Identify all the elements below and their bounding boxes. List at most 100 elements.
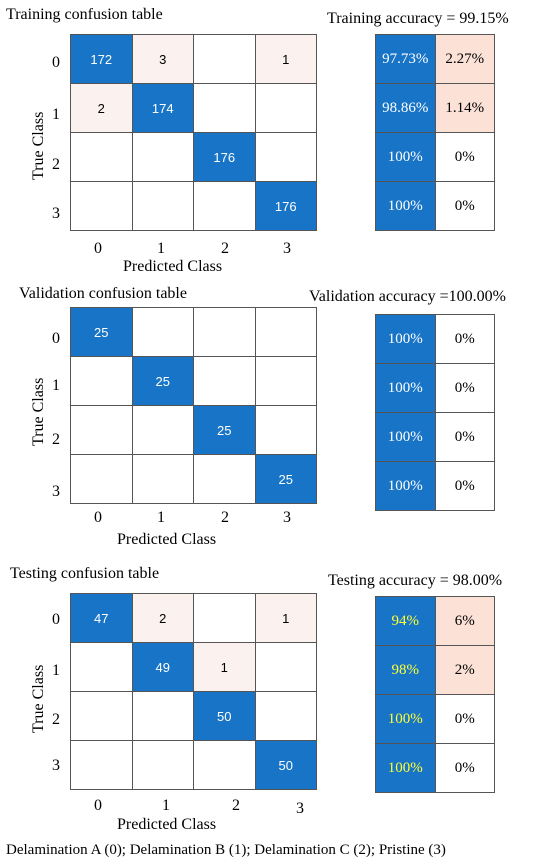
testing-confusion-matrix: 47 2 1 49 1 50 50 (70, 593, 317, 790)
validation-confusion-matrix: 25 25 25 25 (70, 307, 317, 504)
cm-cell-r3-c2 (194, 182, 256, 231)
cm-cell-r1-c2: 1 (194, 643, 256, 692)
col-tick-0: 0 (94, 240, 102, 257)
cm-cell-r1-c0 (71, 643, 133, 692)
cm-cell-r1-c1: 49 (132, 643, 194, 692)
row-tick-2: 2 (52, 711, 60, 728)
row-tick-0: 0 (52, 54, 60, 71)
cm-cell-r1-c3 (255, 357, 317, 406)
training-accuracy-table: 97.73% 2.27% 98.86% 1.14% 100% 0% 100% 0% (375, 34, 495, 231)
testing-accuracy-title: Testing accuracy = 98.00% (328, 572, 503, 589)
col-tick-3: 3 (283, 509, 291, 526)
cm-cell-r2-c1 (132, 133, 194, 182)
cm-cell-r0-c3: 1 (255, 594, 317, 643)
cm-cell-r0-c0: 47 (71, 594, 133, 643)
cm-cell-r2-c0 (71, 692, 133, 741)
acc-correct-3: 100% (376, 182, 436, 231)
acc-error-2: 0% (435, 413, 495, 462)
acc-correct-1: 98.86% (376, 84, 436, 133)
testing-cm-title: Testing confusion table (10, 565, 160, 582)
cm-cell-r3-c1 (132, 182, 194, 231)
training-cm-title: Training confusion table (6, 6, 163, 23)
row-tick-3: 3 (52, 205, 60, 222)
cm-cell-r2-c1 (132, 406, 194, 455)
cm-cell-r1-c0 (71, 357, 133, 406)
col-tick-1: 1 (157, 240, 165, 257)
acc-error-3: 0% (435, 182, 495, 231)
acc-correct-0: 100% (376, 315, 436, 364)
acc-error-3: 0% (435, 462, 495, 511)
row-tick-1: 1 (52, 662, 60, 679)
validation-xlabel: Predicted Class (117, 531, 217, 548)
validation-accuracy-table: 100% 0% 100% 0% 100% 0% 100% 0% (375, 314, 495, 511)
cm-cell-r3-c0 (71, 741, 133, 790)
acc-correct-3: 100% (376, 462, 436, 511)
col-tick-1: 1 (157, 509, 165, 526)
cm-cell-r0-c2 (194, 594, 256, 643)
cm-cell-r3-c1 (132, 741, 194, 790)
cm-cell-r2-c1 (132, 692, 194, 741)
cm-cell-r3-c3: 176 (255, 182, 317, 231)
acc-error-0: 6% (435, 597, 495, 646)
cm-cell-r3-c0 (71, 455, 133, 504)
col-tick-3: 3 (283, 240, 291, 257)
cm-cell-r2-c2: 50 (194, 692, 256, 741)
acc-correct-0: 97.73% (376, 35, 436, 84)
acc-error-0: 2.27% (435, 35, 495, 84)
cm-cell-r1-c3 (255, 84, 317, 133)
acc-error-0: 0% (435, 315, 495, 364)
acc-correct-1: 100% (376, 364, 436, 413)
acc-correct-2: 100% (376, 413, 436, 462)
cm-cell-r0-c2 (194, 308, 256, 357)
validation-cm-title: Validation confusion table (19, 285, 187, 302)
acc-correct-2: 100% (376, 695, 436, 744)
acc-correct-2: 100% (376, 133, 436, 182)
row-tick-1: 1 (52, 106, 60, 123)
acc-error-3: 0% (435, 744, 495, 793)
cm-cell-r0-c1 (132, 308, 194, 357)
acc-error-1: 1.14% (435, 84, 495, 133)
col-tick-1: 1 (162, 797, 170, 814)
row-tick-1: 1 (52, 377, 60, 394)
cm-cell-r2-c2: 176 (194, 133, 256, 182)
cm-cell-r1-c0: 2 (71, 84, 133, 133)
cm-cell-r0-c0: 172 (71, 35, 133, 84)
cm-cell-r1-c2 (194, 357, 256, 406)
testing-panel: Testing confusion table Testing accuracy… (0, 563, 550, 839)
validation-accuracy-title: Validation accuracy =100.00% (309, 288, 506, 305)
col-tick-2: 2 (221, 240, 229, 257)
cm-cell-r2-c0 (71, 406, 133, 455)
cm-cell-r0-c3 (255, 308, 317, 357)
col-tick-2: 2 (232, 797, 240, 814)
row-tick-0: 0 (52, 330, 60, 347)
acc-correct-0: 94% (376, 597, 436, 646)
col-tick-2: 2 (221, 509, 229, 526)
acc-error-2: 0% (435, 695, 495, 744)
cm-cell-r2-c3 (255, 406, 317, 455)
testing-xlabel: Predicted Class (117, 816, 217, 833)
cm-cell-r1-c1: 25 (132, 357, 194, 406)
training-confusion-matrix: 172 3 1 2 174 176 176 (70, 34, 317, 231)
acc-error-1: 2% (435, 646, 495, 695)
cm-cell-r2-c2: 25 (194, 406, 256, 455)
cm-cell-r0-c1: 3 (132, 35, 194, 84)
col-tick-3: 3 (296, 800, 304, 817)
cm-cell-r1-c3 (255, 643, 317, 692)
row-tick-3: 3 (52, 483, 60, 500)
cm-cell-r3-c3: 50 (255, 741, 317, 790)
cm-cell-r1-c2 (194, 84, 256, 133)
col-tick-0: 0 (94, 509, 102, 526)
training-ylabel: True Class (30, 111, 47, 180)
training-panel: Training confusion table Training accura… (0, 0, 550, 280)
cm-cell-r0-c0: 25 (71, 308, 133, 357)
validation-panel: Validation confusion table Validation ac… (0, 283, 550, 553)
row-tick-0: 0 (52, 611, 60, 628)
training-xlabel: Predicted Class (123, 258, 223, 275)
cm-cell-r3-c2 (194, 455, 256, 504)
cm-cell-r0-c2 (194, 35, 256, 84)
figure-caption: Delamination A (0); Delamination B (1); … (6, 842, 446, 858)
cm-cell-r2-c0 (71, 133, 133, 182)
row-tick-3: 3 (52, 757, 60, 774)
cm-cell-r0-c3: 1 (255, 35, 317, 84)
validation-ylabel: True Class (30, 377, 47, 446)
